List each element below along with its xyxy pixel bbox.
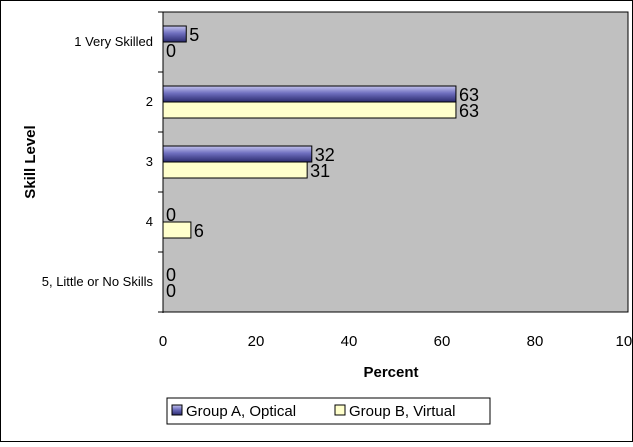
category-label-2: 2: [146, 94, 153, 109]
x-tick-label-0: 0: [159, 333, 167, 350]
bar-group-a-3: [162, 145, 313, 163]
data-label-group-a-1-very-skilled: 5: [189, 25, 199, 45]
x-tick-label-100: 100: [615, 333, 633, 350]
category-label-3: 3: [146, 154, 153, 169]
bars-layer: [162, 25, 457, 239]
bar-group-b-2: [162, 101, 457, 119]
legend-box: [166, 397, 491, 425]
data-label-group-b-3: 31: [310, 161, 330, 181]
data-label-group-b-5-little-or-no-skills: 0: [166, 281, 176, 301]
bar-group-a-1-very-skilled: [162, 25, 187, 43]
data-label-group-b-4: 6: [194, 221, 204, 241]
x-tick-label-60: 60: [434, 333, 451, 350]
x-axis: 0 20 40 60 80 100: [159, 333, 633, 350]
category-label-5-little-or-no-skills: 5, Little or No Skills: [42, 274, 154, 289]
data-label-group-a-5-little-or-no-skills: 0: [166, 265, 176, 285]
data-label-group-a-4: 0: [166, 205, 176, 225]
data-label-group-a-3: 32: [315, 145, 335, 165]
x-tick-label-80: 80: [527, 333, 544, 350]
y-axis: 1 Very Skilled 2 3 4 5, Little or No Skills: [42, 11, 164, 313]
category-label-4: 4: [146, 214, 153, 229]
data-label-group-b-2: 63: [459, 101, 479, 121]
category-label-1-very-skilled: 1 Very Skilled: [74, 34, 153, 49]
bar-group-a-2: [162, 85, 457, 103]
x-axis-title: Percent: [363, 364, 418, 381]
legend-swatch-group-b: [334, 404, 346, 416]
legend-label-group-b: Group B, Virtual: [349, 403, 455, 420]
legend-label-group-a: Group A, Optical: [186, 403, 296, 420]
x-tick-label-20: 20: [248, 333, 265, 350]
y-axis-title: Skill Level: [22, 125, 39, 198]
legend-swatch-group-a: [171, 404, 183, 416]
legend: Group A, Optical Group B, Virtual: [166, 397, 491, 425]
data-label-group-b-1-very-skilled: 0: [166, 41, 176, 61]
bar-group-b-3: [162, 161, 308, 179]
x-tick-label-40: 40: [341, 333, 358, 350]
data-label-group-a-2: 63: [459, 85, 479, 105]
